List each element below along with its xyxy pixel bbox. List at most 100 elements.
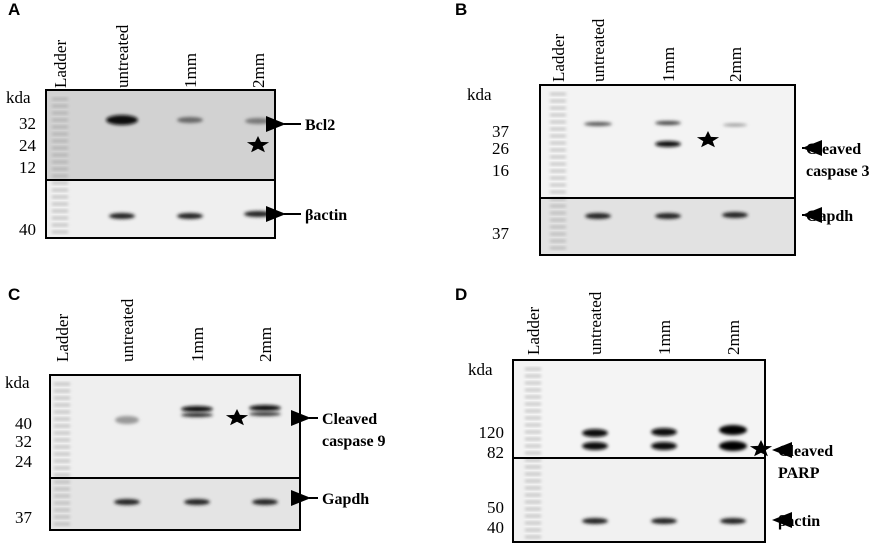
band bbox=[181, 413, 213, 417]
star bbox=[696, 131, 720, 148]
ladder-band bbox=[525, 522, 541, 524]
band bbox=[177, 117, 203, 123]
band bbox=[651, 428, 677, 436]
ladder-band bbox=[550, 191, 566, 193]
ladder-band bbox=[525, 410, 541, 412]
ladder-band bbox=[525, 389, 541, 391]
ladder-band bbox=[525, 382, 541, 384]
protein-label: Cleaved bbox=[806, 141, 861, 158]
ladder-band bbox=[54, 432, 70, 434]
marker-label: 82 bbox=[487, 443, 504, 462]
ladder-band bbox=[52, 175, 68, 177]
ladder-band bbox=[525, 466, 541, 468]
ladder-band bbox=[550, 170, 566, 172]
ladder-band bbox=[52, 161, 68, 163]
ladder-band bbox=[54, 425, 70, 427]
ladder-band bbox=[52, 105, 68, 107]
ladder-band bbox=[525, 536, 541, 538]
band bbox=[719, 425, 747, 435]
ladder-band bbox=[54, 383, 70, 385]
ladder-band bbox=[52, 182, 68, 184]
ladder-band bbox=[52, 189, 68, 191]
ladder-band bbox=[54, 509, 70, 511]
protein-label: Cleaved bbox=[778, 443, 833, 460]
lane-label: Ladder bbox=[524, 307, 543, 355]
ladder-band bbox=[525, 459, 541, 461]
protein-label: βactin bbox=[778, 513, 820, 530]
ladder-band bbox=[525, 515, 541, 517]
ladder-band bbox=[550, 247, 566, 249]
ladder-band bbox=[54, 516, 70, 518]
ladder-band bbox=[550, 240, 566, 242]
lane-label: Ladder bbox=[549, 34, 568, 82]
ladder-band bbox=[525, 438, 541, 440]
band bbox=[720, 518, 746, 524]
ladder-band bbox=[54, 446, 70, 448]
ladder-band bbox=[54, 474, 70, 476]
band bbox=[655, 213, 681, 219]
ladder-band bbox=[525, 487, 541, 489]
ladder-band bbox=[525, 452, 541, 454]
unit-label: kda bbox=[468, 360, 493, 379]
protein-label: PARP bbox=[778, 465, 820, 482]
ladder-band bbox=[52, 112, 68, 114]
ladder-band bbox=[52, 119, 68, 121]
protein-label: Bcl2 bbox=[305, 117, 335, 134]
band bbox=[651, 442, 677, 450]
unit-label: kda bbox=[6, 88, 31, 107]
band bbox=[651, 518, 677, 524]
ladder-band bbox=[54, 467, 70, 469]
ladder-band bbox=[52, 126, 68, 128]
band bbox=[655, 121, 681, 125]
unit-label: kda bbox=[5, 373, 30, 392]
ladder-band bbox=[54, 404, 70, 406]
ladder-band bbox=[550, 142, 566, 144]
ladder-band bbox=[525, 424, 541, 426]
ladder-band bbox=[54, 390, 70, 392]
marker-label: 12 bbox=[19, 158, 36, 177]
blot-frame bbox=[45, 89, 276, 239]
marker-label: 40 bbox=[15, 414, 32, 433]
band bbox=[109, 213, 135, 219]
ladder-band bbox=[54, 453, 70, 455]
ladder-band bbox=[54, 397, 70, 399]
star bbox=[225, 409, 249, 426]
marker-label: 120 bbox=[479, 423, 505, 442]
protein-label: Gapdh bbox=[806, 208, 853, 225]
ladder-band bbox=[54, 411, 70, 413]
ladder-band bbox=[550, 226, 566, 228]
blot-frame bbox=[49, 374, 301, 531]
ladder-band bbox=[54, 523, 70, 525]
lane-label: 2mm bbox=[256, 327, 275, 362]
marker-label: 24 bbox=[19, 136, 37, 155]
band bbox=[114, 499, 140, 505]
ladder-band bbox=[54, 481, 70, 483]
ladder-band bbox=[52, 203, 68, 205]
lane-label: Ladder bbox=[51, 40, 70, 88]
blot-top bbox=[46, 90, 275, 180]
ladder-band bbox=[52, 231, 68, 233]
marker-label: 32 bbox=[15, 432, 32, 451]
ladder-band bbox=[525, 417, 541, 419]
protein-label: Gapdh bbox=[322, 491, 369, 508]
band bbox=[181, 406, 213, 412]
lane-label: untreated bbox=[586, 291, 605, 355]
band bbox=[723, 123, 747, 127]
band bbox=[106, 115, 138, 125]
marker-label: 16 bbox=[492, 161, 509, 180]
marker-label: 24 bbox=[15, 452, 33, 471]
lane-label: 1mm bbox=[188, 327, 207, 362]
panel: A Ladder untreated 1mm 2mm kda 32 24 12 40 Bcl2 βac… bbox=[6, 0, 347, 239]
protein-label: βactin bbox=[305, 207, 347, 224]
lane-label: untreated bbox=[589, 18, 608, 82]
blot-top bbox=[50, 375, 300, 478]
lane-label: untreated bbox=[113, 24, 132, 88]
ladder-band bbox=[52, 154, 68, 156]
band bbox=[115, 416, 139, 424]
marker-label: 50 bbox=[487, 498, 504, 517]
band bbox=[719, 441, 747, 451]
ladder-band bbox=[550, 233, 566, 235]
marker-label: 37 bbox=[492, 224, 510, 243]
lane-label: untreated bbox=[118, 298, 137, 362]
